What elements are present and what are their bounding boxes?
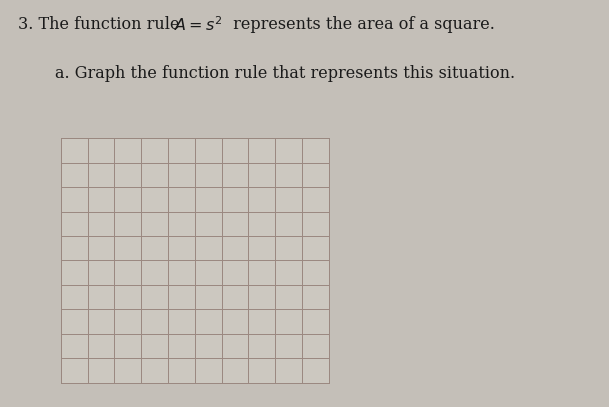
- Text: a. Graph the function rule that represents this situation.: a. Graph the function rule that represen…: [55, 65, 515, 82]
- Text: 3. The function rule: 3. The function rule: [18, 16, 185, 33]
- Text: represents the area of a square.: represents the area of a square.: [228, 16, 495, 33]
- Text: $A = s^2$: $A = s^2$: [174, 16, 222, 35]
